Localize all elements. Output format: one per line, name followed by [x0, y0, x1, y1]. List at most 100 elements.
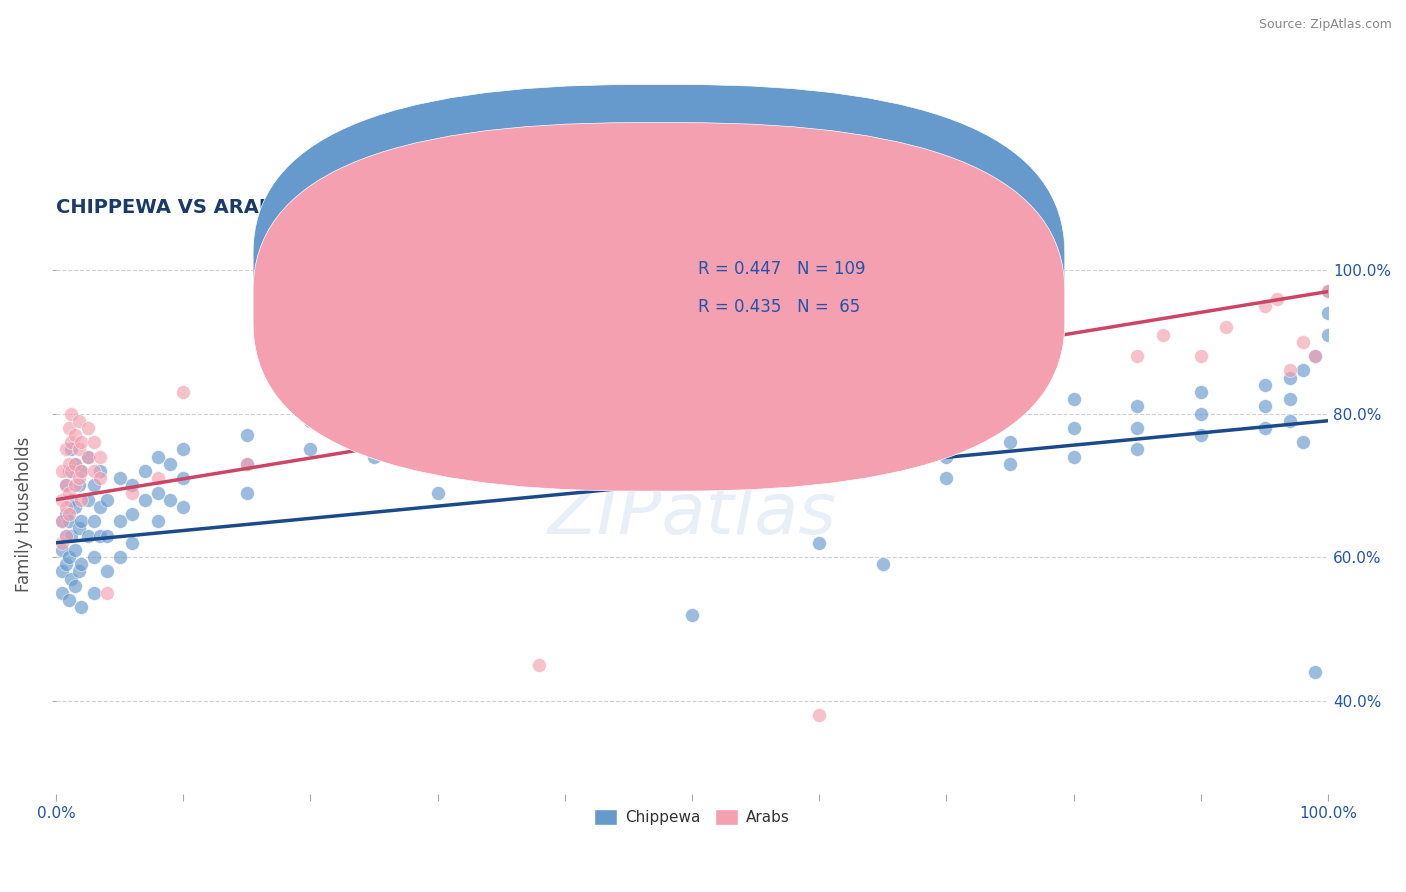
Arabs — [1292, 334, 1315, 349]
Chippewa — [70, 464, 93, 478]
Arabs — [1317, 285, 1340, 299]
Chippewa — [83, 586, 105, 600]
Arabs — [121, 485, 143, 500]
Chippewa — [808, 457, 831, 471]
Chippewa — [60, 492, 83, 507]
FancyBboxPatch shape — [253, 85, 1064, 453]
Chippewa — [426, 428, 449, 442]
Chippewa — [58, 464, 80, 478]
Chippewa — [235, 457, 257, 471]
Arabs — [51, 464, 73, 478]
Arabs — [83, 435, 105, 450]
Arabs — [58, 485, 80, 500]
Arabs — [998, 363, 1021, 377]
Arabs — [58, 507, 80, 521]
Chippewa — [96, 492, 118, 507]
Chippewa — [67, 478, 90, 492]
Chippewa — [63, 457, 86, 471]
Arabs — [96, 586, 118, 600]
Arabs — [58, 421, 80, 435]
Chippewa — [1253, 421, 1275, 435]
Chippewa — [363, 450, 385, 464]
Chippewa — [235, 428, 257, 442]
Chippewa — [554, 471, 576, 485]
Chippewa — [1292, 435, 1315, 450]
Chippewa — [63, 500, 86, 514]
Arabs — [70, 464, 93, 478]
Chippewa — [51, 543, 73, 558]
Chippewa — [70, 600, 93, 615]
Chippewa — [146, 450, 169, 464]
Chippewa — [76, 492, 98, 507]
Chippewa — [1126, 400, 1149, 414]
Chippewa — [172, 500, 194, 514]
Arabs — [63, 428, 86, 442]
Arabs — [681, 442, 703, 457]
Chippewa — [76, 450, 98, 464]
Arabs — [1215, 320, 1237, 334]
Chippewa — [935, 471, 957, 485]
Chippewa — [51, 586, 73, 600]
Arabs — [70, 435, 93, 450]
Chippewa — [235, 485, 257, 500]
Chippewa — [489, 435, 512, 450]
Chippewa — [60, 442, 83, 457]
Arabs — [63, 457, 86, 471]
Chippewa — [67, 565, 90, 579]
Chippewa — [808, 535, 831, 549]
Chippewa — [1278, 414, 1301, 428]
Chippewa — [108, 514, 131, 528]
Arabs — [51, 514, 73, 528]
Text: Source: ZipAtlas.com: Source: ZipAtlas.com — [1258, 18, 1392, 31]
Chippewa — [55, 528, 77, 542]
Chippewa — [1317, 285, 1340, 299]
Chippewa — [681, 414, 703, 428]
Chippewa — [89, 528, 111, 542]
Arabs — [529, 657, 551, 672]
Chippewa — [998, 457, 1021, 471]
Arabs — [51, 535, 73, 549]
Chippewa — [426, 485, 449, 500]
Chippewa — [70, 558, 93, 572]
Arabs — [55, 500, 77, 514]
Chippewa — [76, 528, 98, 542]
Chippewa — [58, 514, 80, 528]
Chippewa — [1063, 421, 1085, 435]
Chippewa — [1278, 370, 1301, 384]
Chippewa — [872, 558, 894, 572]
Chippewa — [1189, 407, 1212, 421]
Arabs — [1189, 349, 1212, 363]
Chippewa — [872, 435, 894, 450]
Arabs — [55, 478, 77, 492]
Chippewa — [489, 414, 512, 428]
Chippewa — [60, 572, 83, 586]
Chippewa — [1063, 450, 1085, 464]
Chippewa — [121, 478, 143, 492]
Chippewa — [70, 514, 93, 528]
Arabs — [1265, 292, 1288, 306]
Chippewa — [96, 565, 118, 579]
Text: R = 0.447   N = 109: R = 0.447 N = 109 — [699, 260, 866, 277]
Chippewa — [83, 514, 105, 528]
Chippewa — [108, 471, 131, 485]
Text: CHIPPEWA VS ARAB FAMILY HOUSEHOLDS CORRELATION CHART: CHIPPEWA VS ARAB FAMILY HOUSEHOLDS CORRE… — [56, 198, 755, 218]
Chippewa — [96, 528, 118, 542]
Y-axis label: Family Households: Family Households — [15, 436, 32, 591]
Chippewa — [63, 579, 86, 593]
Chippewa — [1317, 306, 1340, 320]
Chippewa — [83, 478, 105, 492]
Chippewa — [51, 565, 73, 579]
Chippewa — [89, 500, 111, 514]
Chippewa — [1317, 327, 1340, 342]
Arabs — [70, 492, 93, 507]
Text: ZIPatlas: ZIPatlas — [547, 480, 837, 549]
Chippewa — [363, 421, 385, 435]
Chippewa — [617, 428, 640, 442]
FancyBboxPatch shape — [603, 240, 1036, 338]
Legend: Chippewa, Arabs: Chippewa, Arabs — [588, 803, 796, 831]
Chippewa — [172, 471, 194, 485]
Chippewa — [617, 407, 640, 421]
Chippewa — [121, 507, 143, 521]
Arabs — [60, 407, 83, 421]
Chippewa — [58, 593, 80, 607]
